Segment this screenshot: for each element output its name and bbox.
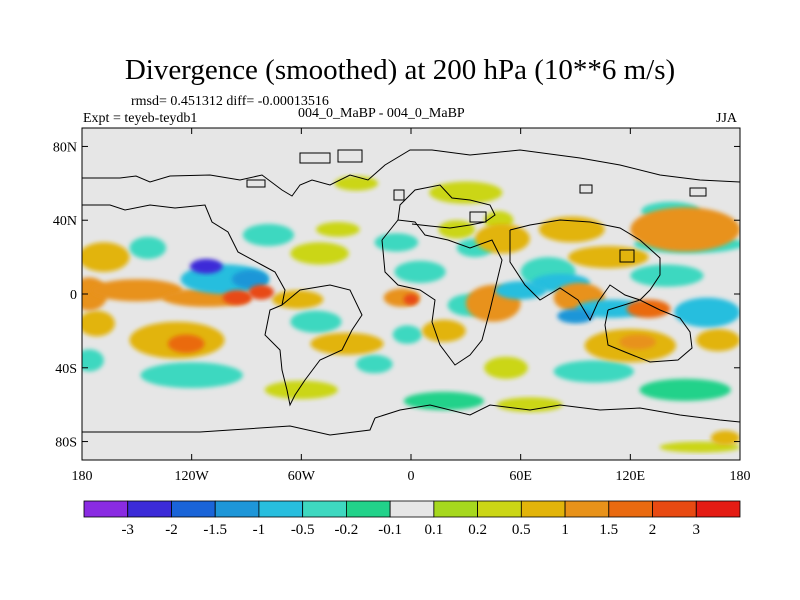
colorbar-swatch-13 — [652, 500, 697, 518]
y-axis: 80N 40N 0 40S 80S — [53, 140, 740, 451]
anomaly-region-32 — [422, 319, 466, 342]
x-tick-label-5: 120E — [616, 469, 646, 484]
anomaly-region-59 — [696, 329, 740, 352]
colorbar-label-11: 1.5 — [599, 522, 618, 538]
x-tick-label-6: 180 — [730, 469, 751, 484]
anomaly-region-4 — [248, 284, 274, 300]
anomaly-region-36 — [484, 356, 528, 379]
colorbar-swatch-8 — [433, 500, 478, 518]
anomaly-region-65 — [429, 181, 503, 204]
y-tick-label-4: 80S — [55, 436, 77, 451]
anomaly-region-52 — [553, 360, 634, 383]
colorbar-swatch-11 — [564, 500, 610, 518]
anomaly-region-9 — [129, 236, 167, 259]
anomaly-region-2 — [91, 279, 183, 302]
anomaly-region-63 — [593, 142, 740, 158]
divergence-field — [82, 142, 740, 453]
colorbar-label-10: 1 — [561, 522, 569, 538]
colorbar-label-3: -1 — [253, 522, 266, 538]
colorbar: -3 -2 -1.5 -1 -0.5 -0.2 -0.1 0.1 0.2 0.5 1 1.5 2 3 — [83, 500, 741, 538]
anomaly-region-49 — [568, 246, 649, 269]
anomaly-region-60 — [639, 378, 731, 401]
anomaly-region-16 — [83, 417, 135, 436]
anomaly-region-20 — [272, 290, 324, 309]
anomaly-region-0 — [82, 242, 130, 272]
anomaly-region-14 — [82, 349, 104, 372]
anomaly-region-23 — [356, 354, 393, 374]
anomaly-region-19 — [316, 222, 360, 237]
anomaly-region-29 — [374, 233, 419, 252]
anomaly-region-58 — [674, 297, 740, 328]
anomaly-region-47 — [557, 308, 594, 324]
anomaly-region-27 — [403, 294, 419, 305]
anomaly-region-40 — [475, 223, 530, 254]
anomaly-region-33 — [392, 325, 422, 344]
x-axis: 180 120W 60W 0 60E 120E 180 — [72, 128, 751, 484]
colorbar-swatch-6 — [345, 500, 391, 518]
anomaly-region-61 — [710, 430, 740, 446]
stats-line: rmsd= 0.451312 diff= -0.00013516 — [131, 94, 329, 109]
colorbar-swatch-12 — [608, 500, 653, 518]
colorbar-swatch-4 — [258, 500, 304, 518]
colorbar-swatch-1 — [127, 500, 172, 518]
anomaly-region-64 — [334, 175, 379, 191]
anomaly-region-11 — [189, 258, 223, 274]
x-tick-label-2: 60W — [288, 469, 316, 484]
anomaly-region-17 — [242, 223, 294, 247]
colorbar-swatch-10 — [520, 500, 566, 518]
anomaly-region-7 — [167, 334, 205, 353]
colorbar-label-7: 0.1 — [425, 522, 444, 538]
colorbar-label-13: 3 — [693, 522, 701, 538]
chart-title: Divergence (smoothed) at 200 hPa (10**6 … — [124, 54, 676, 86]
colorbar-swatch-0 — [83, 500, 129, 518]
x-tick-label-1: 120W — [175, 469, 210, 484]
colorbar-swatch-14 — [695, 500, 741, 518]
experiment-label: Expt = teyeb-teydb1 — [83, 111, 198, 126]
anomaly-region-12 — [231, 270, 269, 289]
anomaly-region-15 — [111, 386, 199, 416]
anomaly-region-24 — [264, 380, 338, 400]
y-tick-label-3: 40S — [55, 362, 77, 377]
anomaly-region-31 — [438, 220, 476, 239]
anomaly-region-53 — [630, 264, 704, 287]
anomaly-region-5 — [222, 290, 252, 306]
x-tick-label-3: 0 — [408, 469, 415, 484]
colorbar-label-0: -3 — [121, 522, 134, 538]
anomaly-region-28 — [394, 260, 446, 283]
y-tick-label-0: 80N — [53, 140, 77, 155]
colorbar-label-4: -0.5 — [291, 522, 315, 538]
colorbar-swatch-9 — [477, 500, 522, 518]
colorbar-swatch-7 — [389, 500, 435, 518]
anomaly-region-54 — [626, 299, 671, 318]
anomaly-region-8 — [82, 310, 115, 337]
colorbar-label-5: -0.2 — [335, 522, 359, 538]
y-tick-label-1: 40N — [53, 214, 77, 229]
anomaly-region-39 — [517, 423, 561, 438]
colorbar-swatch-2 — [171, 500, 216, 518]
season-label: JJA — [716, 111, 738, 126]
colorbar-swatch-3 — [214, 500, 260, 518]
colorbar-label-6: -0.1 — [378, 522, 402, 538]
coastlines — [82, 149, 740, 436]
anomaly-region-18 — [290, 242, 349, 265]
colorbar-label-12: 2 — [649, 522, 657, 538]
x-tick-label-4: 60E — [509, 469, 532, 484]
colorbar-swatch-5 — [302, 500, 347, 518]
anomaly-region-25 — [339, 402, 391, 418]
chart-subtitle: 004_0_MaBP - 004_0_MaBP — [298, 106, 465, 121]
anomaly-region-44 — [495, 281, 547, 300]
anomaly-region-22 — [310, 332, 384, 355]
anomaly-region-48 — [538, 216, 605, 243]
colorbar-label-1: -2 — [165, 522, 178, 538]
anomaly-region-55 — [630, 207, 740, 252]
x-tick-label-0: 180 — [72, 469, 93, 484]
y-tick-label-2: 0 — [70, 288, 77, 303]
anomaly-region-51 — [619, 334, 656, 350]
anomaly-region-13 — [140, 362, 243, 389]
colorbar-label-8: 0.2 — [468, 522, 487, 538]
anomaly-region-21 — [290, 310, 342, 333]
colorbar-label-9: 0.5 — [512, 522, 531, 538]
colorbar-label-2: -1.5 — [203, 522, 227, 538]
